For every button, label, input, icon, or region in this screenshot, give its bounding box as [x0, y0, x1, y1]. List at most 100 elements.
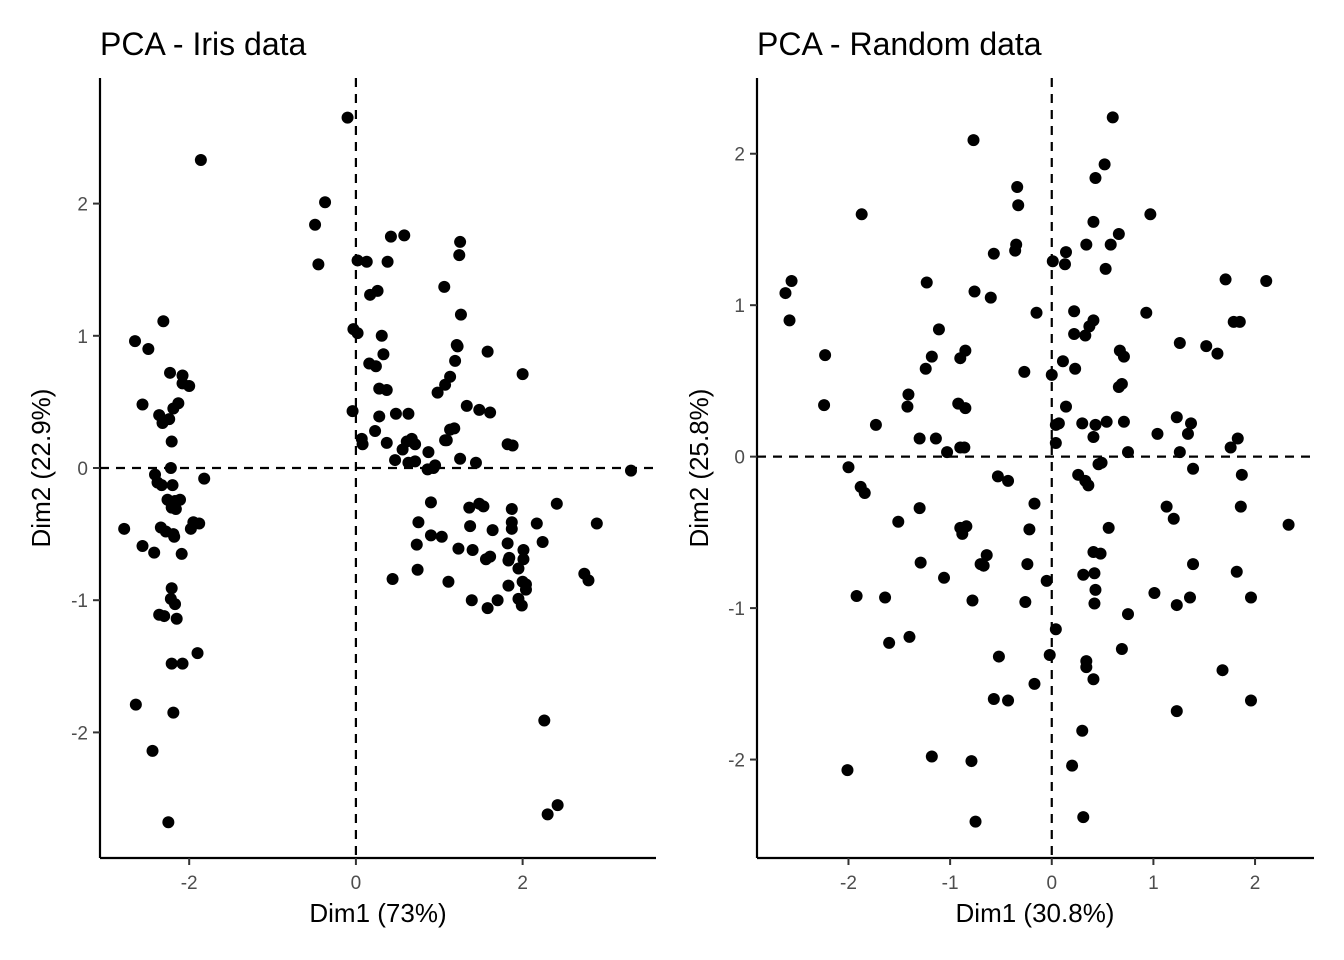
data-point	[389, 407, 402, 420]
data-point	[954, 441, 967, 454]
data-point	[1121, 446, 1134, 459]
data-point	[1102, 521, 1115, 534]
data-point	[819, 349, 832, 362]
data-point	[1181, 427, 1194, 440]
data-point	[855, 208, 868, 221]
y-tick-label: -2	[71, 723, 88, 744]
data-point	[1231, 432, 1244, 445]
data-point	[444, 370, 457, 383]
data-point	[515, 599, 528, 612]
data-point	[991, 470, 1004, 483]
data-point	[191, 647, 204, 660]
data-point	[157, 315, 170, 328]
data-point	[966, 594, 979, 607]
data-point	[486, 524, 499, 537]
data-point	[1046, 255, 1059, 268]
data-point	[502, 579, 515, 592]
data-point	[512, 562, 525, 575]
data-point	[438, 280, 451, 293]
y-tick-label: 1	[734, 296, 745, 317]
data-point	[1052, 417, 1065, 430]
data-point	[484, 406, 497, 419]
data-point	[431, 386, 444, 399]
data-point	[1077, 811, 1090, 824]
data-point	[965, 755, 978, 768]
data-point	[148, 546, 161, 559]
data-point	[1100, 415, 1113, 428]
data-point	[1187, 558, 1200, 571]
data-point	[452, 542, 465, 555]
data-point	[1148, 586, 1161, 599]
data-point	[1028, 677, 1041, 690]
data-point	[454, 235, 467, 248]
data-point	[980, 549, 993, 562]
data-point	[903, 630, 916, 643]
y-axis-title: Dim2 (25.8%)	[684, 389, 714, 548]
data-point	[1089, 171, 1102, 184]
data-point	[1121, 608, 1134, 621]
data-point	[491, 594, 504, 607]
data-point	[1076, 417, 1089, 430]
plot-area: -2 -1 0 1 2 -2 -1 0 1 2	[728, 78, 1314, 894]
data-point	[170, 612, 183, 625]
data-point	[1151, 427, 1164, 440]
data-point	[398, 229, 411, 242]
data-point	[1106, 111, 1119, 124]
data-point	[312, 258, 325, 271]
data-point	[1087, 215, 1100, 228]
data-point	[158, 610, 171, 623]
data-point	[165, 657, 178, 670]
data-point	[783, 314, 796, 327]
data-point	[1068, 327, 1081, 340]
data-point	[1185, 417, 1198, 430]
data-point	[450, 339, 463, 352]
data-point	[1080, 661, 1093, 674]
data-point	[1002, 474, 1015, 487]
data-point	[1092, 458, 1105, 471]
data-point	[1117, 415, 1130, 428]
x-axis-title: Dim1 (73%)	[309, 898, 446, 928]
data-point	[1056, 355, 1069, 368]
data-point	[473, 403, 486, 416]
data-point	[968, 285, 981, 298]
x-tick-label: 1	[1148, 873, 1159, 894]
data-point	[162, 816, 175, 829]
data-point	[481, 602, 494, 615]
data-point	[974, 558, 987, 571]
data-point	[453, 249, 466, 262]
data-point	[969, 815, 982, 828]
data-point	[929, 432, 942, 445]
data-point	[146, 744, 159, 757]
y-tick-label: -1	[728, 599, 745, 620]
data-point	[454, 308, 467, 321]
data-point	[142, 343, 155, 356]
data-point	[879, 591, 892, 604]
data-point	[536, 536, 549, 549]
data-point	[1170, 705, 1183, 718]
data-point	[373, 410, 386, 423]
data-point	[380, 384, 393, 396]
data-point	[1235, 468, 1248, 481]
data-point	[914, 556, 927, 569]
data-point	[167, 706, 180, 719]
data-point	[435, 530, 448, 543]
data-point	[1219, 273, 1232, 286]
data-point	[151, 476, 164, 489]
data-point	[194, 153, 207, 166]
data-point	[919, 362, 932, 375]
data-point	[1087, 673, 1100, 686]
data-point	[1098, 158, 1111, 171]
data-point	[505, 522, 518, 535]
data-point	[925, 350, 938, 363]
random-pca-panel: PCA - Random data Dim1 (30.8%) Dim2 (25.…	[684, 26, 1314, 928]
data-point	[371, 284, 384, 297]
data-point	[360, 255, 373, 268]
data-point	[411, 563, 424, 576]
data-point	[429, 459, 442, 472]
data-point	[1059, 246, 1072, 259]
data-point	[1244, 591, 1257, 604]
data-point	[1023, 523, 1036, 536]
data-point	[164, 366, 177, 379]
data-point	[473, 497, 486, 510]
